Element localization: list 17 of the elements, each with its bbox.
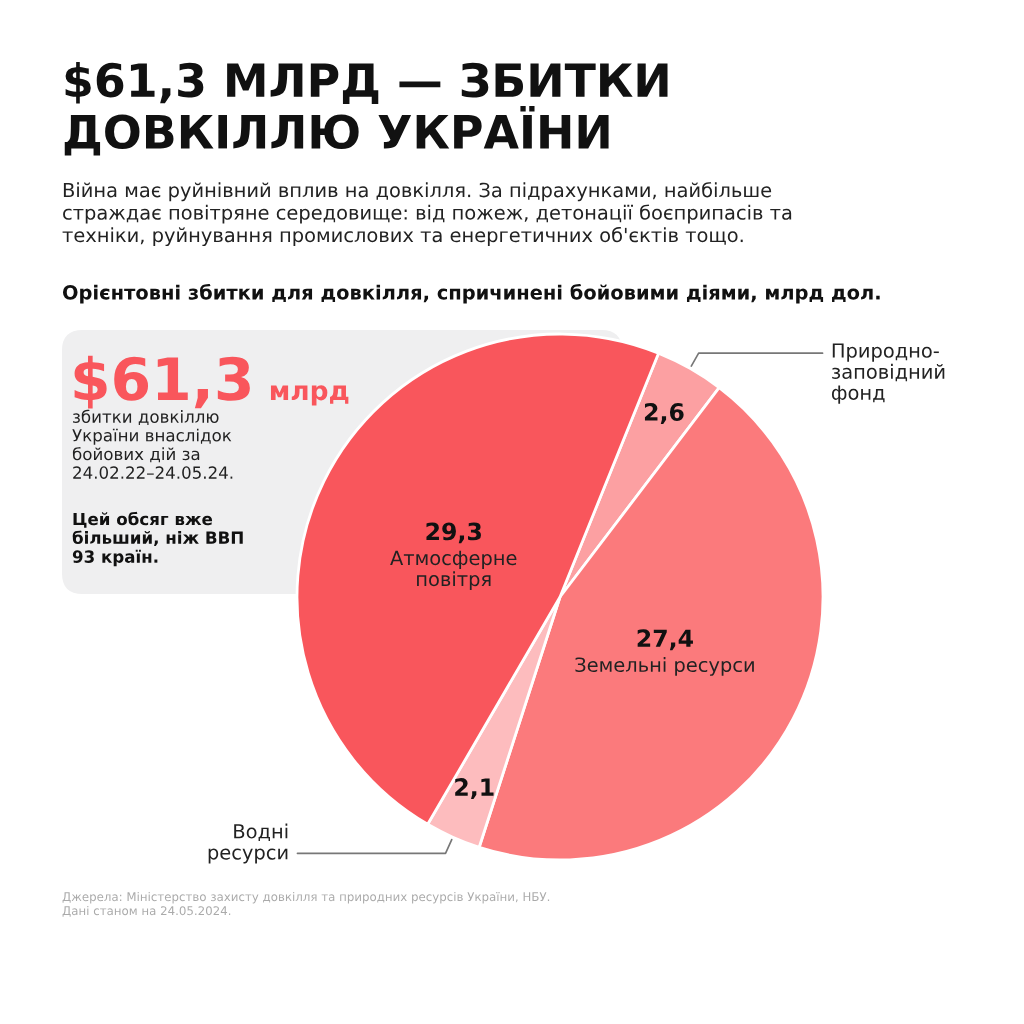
text: $61,3	[74, 355, 250, 409]
slice-label: Атмосферне повітря	[390, 550, 517, 591]
data-label: 2,1	[455, 778, 494, 799]
chart-subtitle: Війна має руйнівний вплив на довкілля. За підрахунками, найбільше страждає повітряне середовище: від пожеж, детонації боєприпасів та техніки, руйнування промислових та енергетичних об'єктів тощо.	[62, 182, 792, 247]
chart-title: $61,3 МЛРД — ЗБИТКИ ДОВКІЛЛЮ УКРАЇНИ	[64, 62, 668, 156]
text: Джерела: Міністерство захисту довкілля та природних ресурсів України, НБУ.	[62, 892, 550, 904]
text: збитки довкіллю України внаслідок бойових дій за 24.02.22–24.05.24.	[72, 409, 233, 479]
data-label: 2,6	[644, 403, 684, 424]
text: Орієнтовні збитки для довкілля, спричинені бойовими діями, млрд дол.	[62, 284, 880, 304]
text: Дані станом на 24.05.2024.	[62, 906, 231, 917]
slice-label: Земельні ресурси	[575, 657, 754, 676]
data-label: 29,3	[426, 522, 481, 544]
slice-label: Водні ресурси	[208, 823, 288, 864]
data-label: 27,4	[637, 629, 693, 651]
text: млрд	[270, 385, 349, 406]
slice-label: Природно-заповідний фонд	[831, 343, 945, 404]
text: Цей обсяг вже більший, ніж ВВП 93 країн.	[72, 511, 243, 567]
